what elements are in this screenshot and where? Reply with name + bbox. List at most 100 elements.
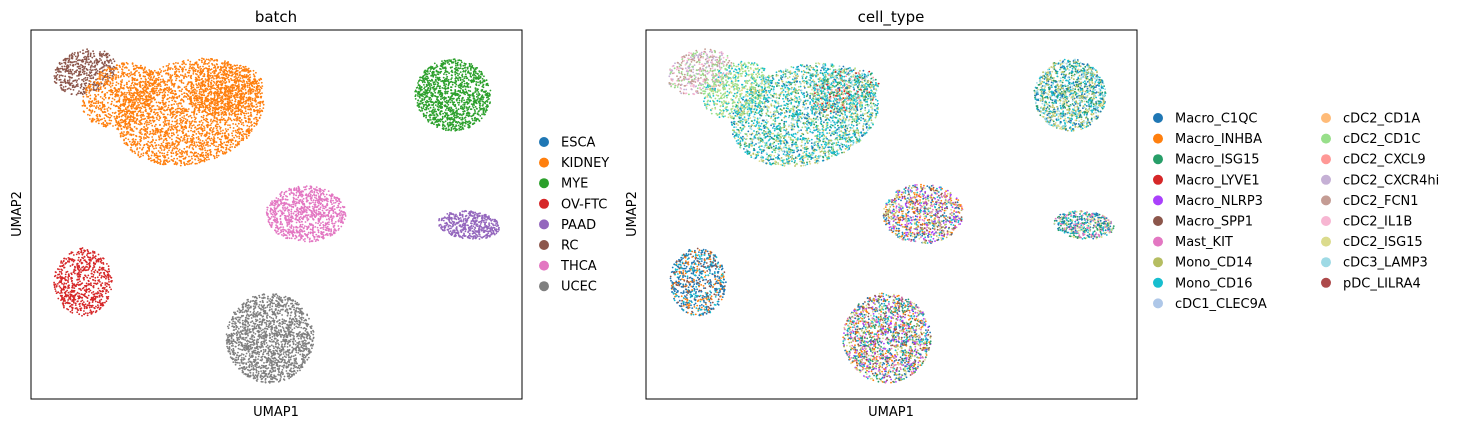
cell-point [126,91,128,94]
cell-point [169,136,171,139]
cell-point [114,111,117,114]
cell-point [186,141,189,144]
cell-point [82,110,85,113]
cell-point [161,99,164,102]
cell-point [90,88,93,91]
cell-point [202,114,205,117]
cell-point [178,141,181,144]
cell-point [91,100,94,102]
cell-point [223,98,225,101]
cell-point [228,80,231,83]
cell-point [236,67,238,69]
cell-point [157,144,160,146]
cell-point [141,114,144,117]
cell-point [82,80,85,83]
cell-point [153,147,155,150]
cell-point [238,140,241,143]
cell-point [238,135,241,138]
cell-point [84,84,87,87]
cell-point [194,118,197,121]
cell-point [130,87,133,89]
cell-point [162,70,165,73]
cell-point [141,118,143,120]
cell-point [249,108,252,111]
cell-point [129,129,132,131]
cell-point [119,76,122,78]
cell-point [234,89,236,92]
cell-point [99,96,102,98]
cell-point [151,84,154,87]
cell-point [227,124,229,126]
cell-point [174,68,177,70]
cell-point [100,82,103,85]
cell-point [220,130,222,133]
cell-point [214,148,217,151]
cell-point [206,142,208,144]
cell-point [152,159,155,162]
cell-point [245,100,248,102]
cell-point [161,130,164,133]
cell-point [451,71,454,74]
cell-point [70,61,73,64]
cell-point [97,100,100,102]
cell-point [186,145,189,148]
cell-point [220,141,222,144]
cell-point [157,79,160,82]
cell-point [206,149,209,152]
cell-point [234,115,237,118]
cell-point [210,137,213,140]
cell-point [69,61,71,63]
cell-point [127,110,130,112]
cell-point [63,68,66,71]
cell-point [226,136,228,139]
cell-point [240,112,242,115]
cell-point [248,118,251,120]
cell-point [59,67,62,70]
cell-point [462,110,464,113]
cell-point [209,120,212,122]
cell-point [86,86,89,89]
cell-point [90,61,93,63]
cell-point [205,151,208,154]
cell-point [101,53,104,56]
cell-point [154,160,157,163]
cell-point [146,150,149,152]
cell-point [464,73,467,76]
cell-point [224,60,226,62]
cell-point [254,116,257,119]
cell-point [163,152,166,155]
cell-point [148,119,151,122]
cell-point [207,89,209,91]
cell-point [104,111,107,113]
cell-point [200,119,203,122]
cell-point [154,133,157,136]
cell-point [62,68,65,71]
cell-point [148,98,151,101]
cell-point [434,104,437,106]
cell-point [175,151,177,154]
cell-point [452,121,454,123]
cell-point [65,69,68,72]
cell-point [166,119,169,122]
cell-point [208,91,211,94]
cell-point [171,95,174,98]
cell-point [176,114,178,117]
cell-point [217,85,220,88]
cell-point [100,54,103,57]
cell-point [75,60,77,63]
cell-point [198,111,201,113]
cell-point [236,96,239,99]
cell-point [114,124,117,127]
cell-point [155,123,157,126]
cell-point [160,70,163,72]
cell-point [201,100,203,103]
cell-point [197,130,200,133]
cell-point [202,94,204,97]
cell-point [156,131,159,134]
cell-point [256,85,258,88]
cell-point [121,65,124,68]
cell-point [220,105,223,108]
cell-point [445,99,448,102]
cell-point [55,75,58,77]
cell-point [246,86,249,88]
